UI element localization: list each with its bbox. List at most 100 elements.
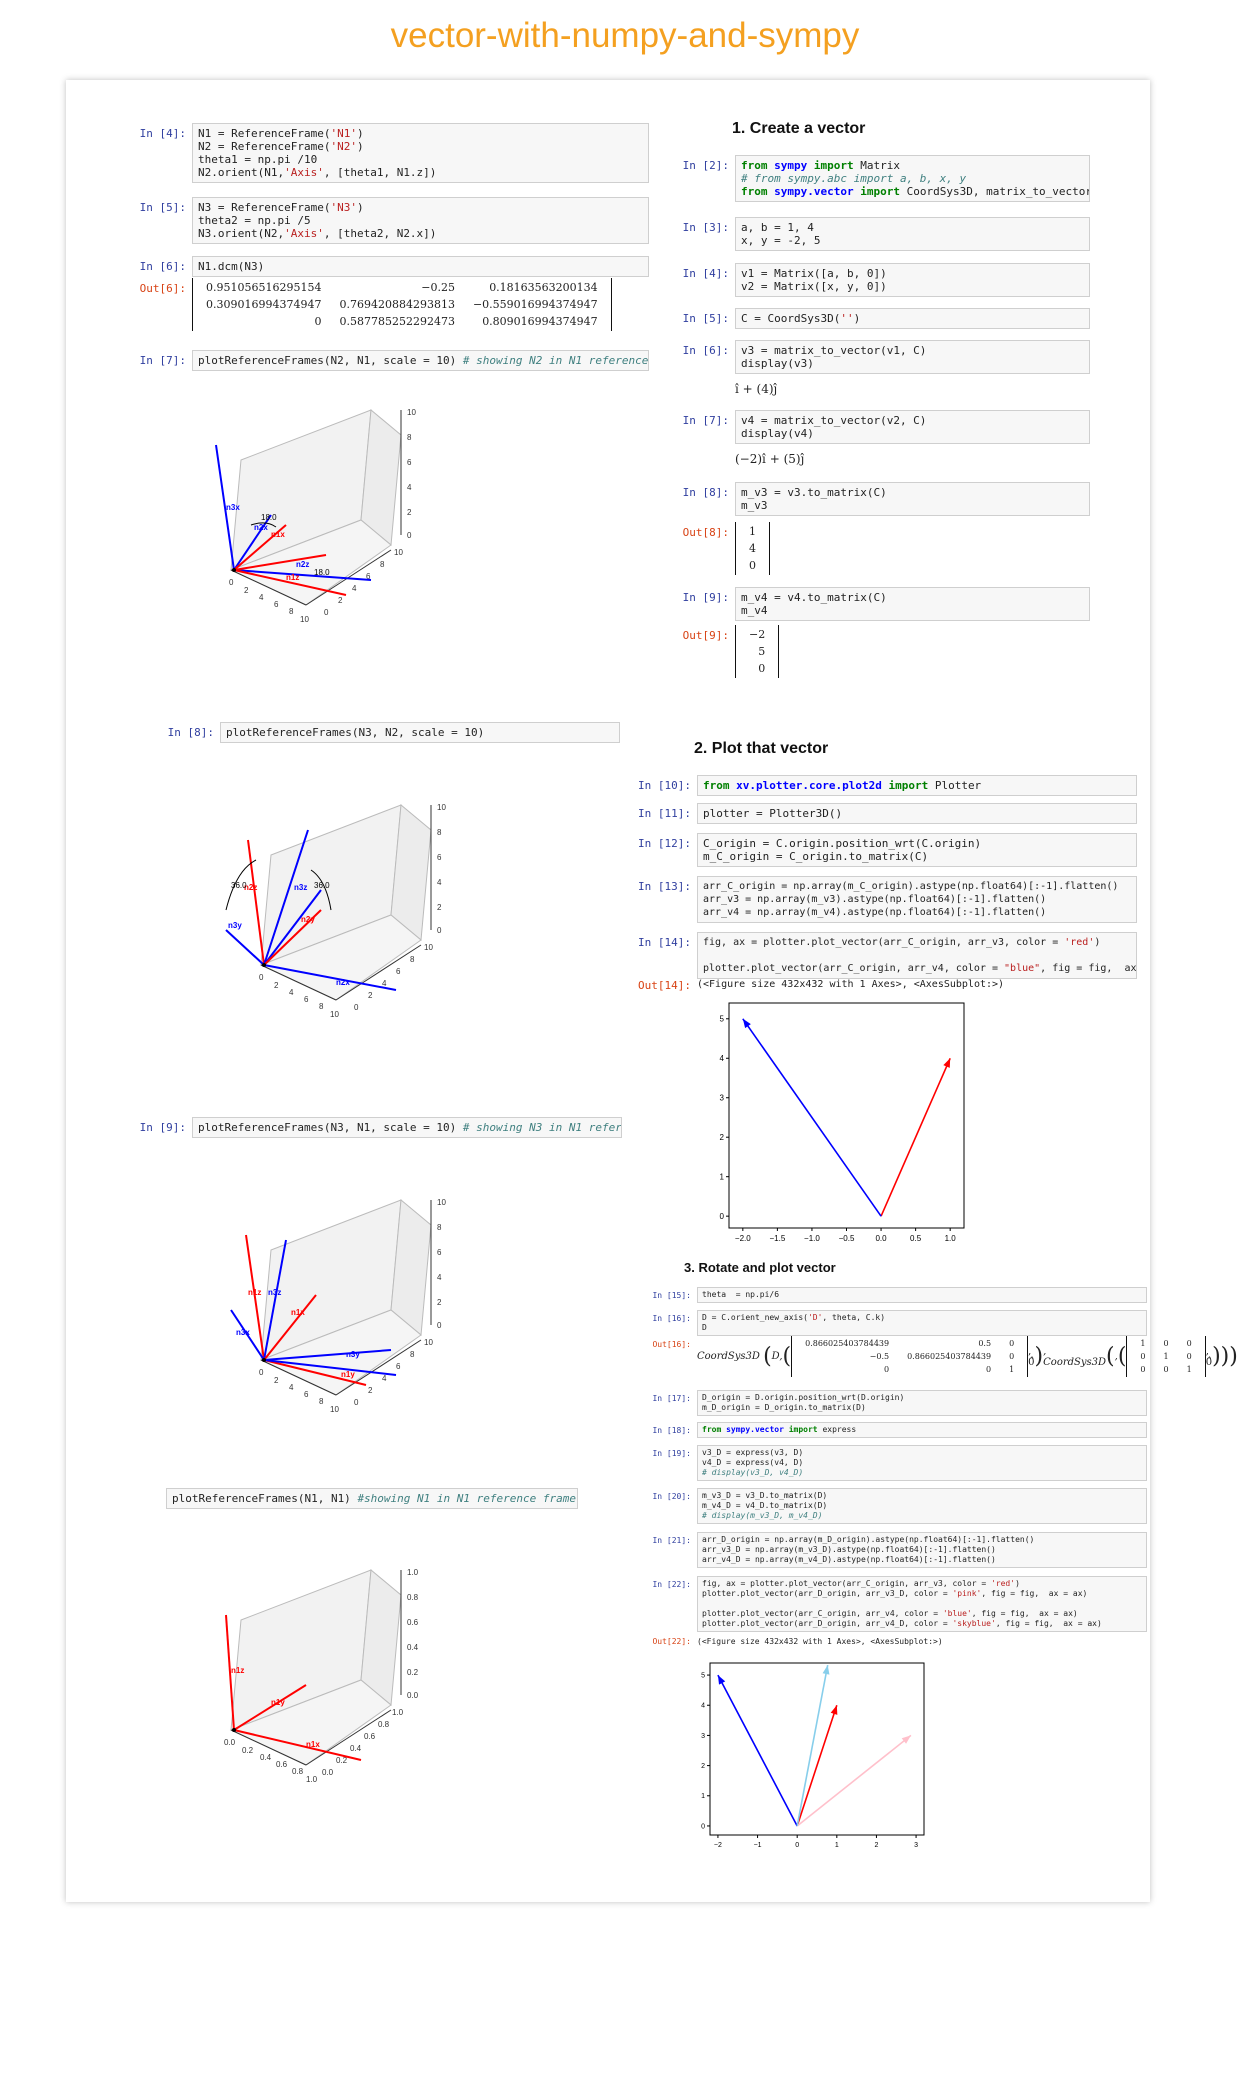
y-tick: 6	[396, 1362, 401, 1371]
y-tick: 6	[396, 967, 401, 976]
code-input[interactable]: v4 = matrix_to_vector(v2, C) display(v4)	[735, 410, 1090, 444]
code-input[interactable]: N3 = ReferenceFrame('N3') theta2 = np.pi…	[192, 197, 649, 244]
right-output-16: Out[16]: CoordSys3D (D, ( 0.866025403784…	[633, 1336, 1238, 1377]
right-cell-5[interactable]: In [5]: C = CoordSys3D('')	[671, 308, 1090, 329]
right-cell-10[interactable]: In [10]: from xv.plotter.core.plot2d imp…	[633, 775, 1137, 796]
code-input[interactable]: N1.dcm(N3)	[192, 256, 649, 277]
code-input[interactable]: D_origin = D.origin.position_wrt(D.origi…	[697, 1390, 1147, 1416]
right-cell-18[interactable]: In [18]: from sympy.vector import expres…	[633, 1422, 1147, 1438]
code-input[interactable]: plotReferenceFrames(N3, N2, scale = 10)	[220, 722, 620, 743]
left-cell-8[interactable]: In [8]: plotReferenceFrames(N3, N2, scal…	[156, 722, 620, 743]
cell-prompt: In [10]:	[638, 779, 691, 792]
x-tick: 4	[289, 988, 294, 997]
code-input[interactable]: m_v3_D = v3_D.to_matrix(D) m_v4_D = v4_D…	[697, 1488, 1147, 1524]
cell-prompt: In [14]:	[638, 936, 691, 949]
code-input[interactable]: plotReferenceFrames(N3, N1, scale = 10) …	[192, 1117, 622, 1138]
y-tick: 0.2	[336, 1756, 348, 1765]
code-input[interactable]: fig, ax = plotter.plot_vector(arr_C_orig…	[697, 1576, 1147, 1632]
left-cell-7[interactable]: In [7]: plotReferenceFrames(N2, N1, scal…	[128, 350, 649, 371]
code-input[interactable]: m_v3 = v3.to_matrix(C) m_v3	[735, 482, 1090, 516]
x-tick-label: 0.0	[875, 1234, 887, 1243]
right-cell-19[interactable]: In [19]: v3_D = express(v3, D) v4_D = ex…	[633, 1445, 1147, 1481]
y-tick: 0.8	[378, 1720, 390, 1729]
axis-label: n2z	[244, 883, 257, 892]
right-cell-13[interactable]: In [13]: arr_C_origin = np.array(m_C_ori…	[633, 876, 1137, 923]
left-cell-9[interactable]: In [9]: plotReferenceFrames(N3, N1, scal…	[128, 1117, 622, 1138]
left-cell-10[interactable]: plotReferenceFrames(N1, N1) #showing N1 …	[166, 1488, 578, 1509]
code-input[interactable]: from sympy import Matrix # from sympy.ab…	[735, 155, 1090, 202]
vector-arrowhead	[830, 1705, 838, 1715]
matrix-cell: 0.587785252292473	[339, 315, 455, 328]
right-cell-9[interactable]: In [9]: m_v4 = v4.to_matrix(C) m_v4	[671, 587, 1090, 621]
right-cell-3[interactable]: In [3]: a, b = 1, 4 x, y = -2, 5	[671, 217, 1090, 251]
code-input[interactable]: arr_D_origin = np.array(m_D_origin).asty…	[697, 1532, 1147, 1568]
left-cell-6[interactable]: In [6]: N1.dcm(N3)	[128, 256, 649, 277]
cell-prompt: In [20]:	[652, 1492, 691, 1501]
code-input[interactable]: plotReferenceFrames(N2, N1, scale = 10) …	[192, 350, 649, 371]
code-input[interactable]: D = C.orient_new_axis('D', theta, C.k) D	[697, 1310, 1147, 1336]
code-input[interactable]: plotReferenceFrames(N1, N1) #showing N1 …	[166, 1488, 578, 1509]
vector-line	[796, 1664, 829, 1827]
code-input[interactable]: C = CoordSys3D('')	[735, 308, 1090, 329]
cell-prompt: In [6]:	[682, 344, 729, 357]
right-cell-22[interactable]: In [22]: fig, ax = plotter.plot_vector(a…	[633, 1576, 1147, 1632]
vector-line	[742, 1018, 882, 1217]
z-tick: 0	[437, 926, 442, 935]
cell-prompt: In [7]:	[139, 354, 186, 367]
code-input[interactable]: fig, ax = plotter.plot_vector(arr_C_orig…	[697, 932, 1137, 979]
right-cell-15[interactable]: In [15]: theta = np.pi/6	[633, 1287, 1147, 1303]
y-tick: 2	[338, 596, 343, 605]
cell-prompt: In [8]:	[682, 486, 729, 499]
right-cell-14[interactable]: In [14]: fig, ax = plotter.plot_vector(a…	[633, 932, 1137, 979]
code-input[interactable]: from sympy.vector import express	[697, 1422, 1147, 1438]
code-input[interactable]: a, b = 1, 4 x, y = -2, 5	[735, 217, 1090, 251]
angle-label: 18.0	[261, 513, 277, 522]
right-output-14: Out[14]: (<Figure size 432x432 with 1 Ax…	[633, 975, 1004, 992]
right-cell-4[interactable]: In [4]: v1 = Matrix([a, b, 0]) v2 = Matr…	[671, 263, 1090, 297]
code-input[interactable]: from xv.plotter.core.plot2d import Plott…	[697, 775, 1137, 796]
code-input[interactable]: v1 = Matrix([a, b, 0]) v2 = Matrix([x, y…	[735, 263, 1090, 297]
y-tick: 8	[410, 955, 415, 964]
x-tick-label: −2.0	[735, 1234, 751, 1243]
code-input[interactable]: arr_C_origin = np.array(m_C_origin).asty…	[697, 876, 1137, 923]
z-tick: 0	[407, 531, 412, 540]
left-cell-4[interactable]: In [4]: N1 = ReferenceFrame('N1') N2 = R…	[128, 123, 649, 183]
x-tick-label: 0	[795, 1842, 799, 1849]
x-tick-label: 2	[874, 1842, 878, 1849]
x-tick: 2	[274, 1376, 279, 1385]
y-tick: 8	[410, 1350, 415, 1359]
code-input[interactable]: v3_D = express(v3, D) v4_D = express(v4,…	[697, 1445, 1147, 1481]
output-prompt: Out[8]:	[682, 526, 729, 539]
left-output-6: Out[6]: 0.951056516295154 −0.25 0.18163563…	[128, 278, 612, 331]
right-cell-17[interactable]: In [17]: D_origin = D.origin.position_wr…	[633, 1390, 1147, 1416]
right-cell-12[interactable]: In [12]: C_origin = C.origin.position_wr…	[633, 833, 1137, 867]
right-cell-16[interactable]: In [16]: D = C.orient_new_axis('D', thet…	[633, 1310, 1147, 1336]
z-tick: 4	[437, 1273, 442, 1282]
matrix-cell: −0.559016994374947	[472, 298, 598, 311]
code-input[interactable]: N1 = ReferenceFrame('N1') N2 = Reference…	[192, 123, 649, 183]
right-cell-6[interactable]: In [6]: v3 = matrix_to_vector(v1, C) dis…	[671, 340, 1090, 374]
cell-prompt: In [4]:	[139, 127, 186, 140]
axis-label: n1z	[286, 573, 299, 582]
left-cell-5[interactable]: In [5]: N3 = ReferenceFrame('N3') theta2…	[128, 197, 649, 244]
z-tick: 8	[437, 828, 442, 837]
x-tick: 1.0	[306, 1775, 318, 1784]
y-tick-label: 3	[701, 1733, 705, 1740]
right-cell-11[interactable]: In [11]: plotter = Plotter3D()	[633, 803, 1137, 824]
code-input[interactable]: plotter = Plotter3D()	[697, 803, 1137, 824]
axis-label: n2z	[296, 560, 309, 569]
code-input[interactable]: theta = np.pi/6	[697, 1287, 1147, 1303]
x-tick: 0	[259, 973, 264, 982]
code-input[interactable]: m_v4 = v4.to_matrix(C) m_v4	[735, 587, 1090, 621]
y-tick: 10	[394, 548, 403, 557]
right-cell-7[interactable]: In [7]: v4 = matrix_to_vector(v2, C) dis…	[671, 410, 1090, 444]
y-tick-label: 1	[701, 1793, 705, 1800]
right-cell-21[interactable]: In [21]: arr_D_origin = np.array(m_D_ori…	[633, 1532, 1147, 1568]
z-tick: 10	[407, 408, 416, 417]
x-tick-label: 1.0	[945, 1234, 957, 1243]
right-cell-20[interactable]: In [20]: m_v3_D = v3_D.to_matrix(D) m_v4…	[633, 1488, 1147, 1524]
right-cell-8[interactable]: In [8]: m_v3 = v3.to_matrix(C) m_v3	[671, 482, 1090, 516]
code-input[interactable]: C_origin = C.origin.position_wrt(C.origi…	[697, 833, 1137, 867]
code-input[interactable]: v3 = matrix_to_vector(v1, C) display(v3)	[735, 340, 1090, 374]
right-cell-2[interactable]: In [2]: from sympy import Matrix # from …	[671, 155, 1090, 202]
